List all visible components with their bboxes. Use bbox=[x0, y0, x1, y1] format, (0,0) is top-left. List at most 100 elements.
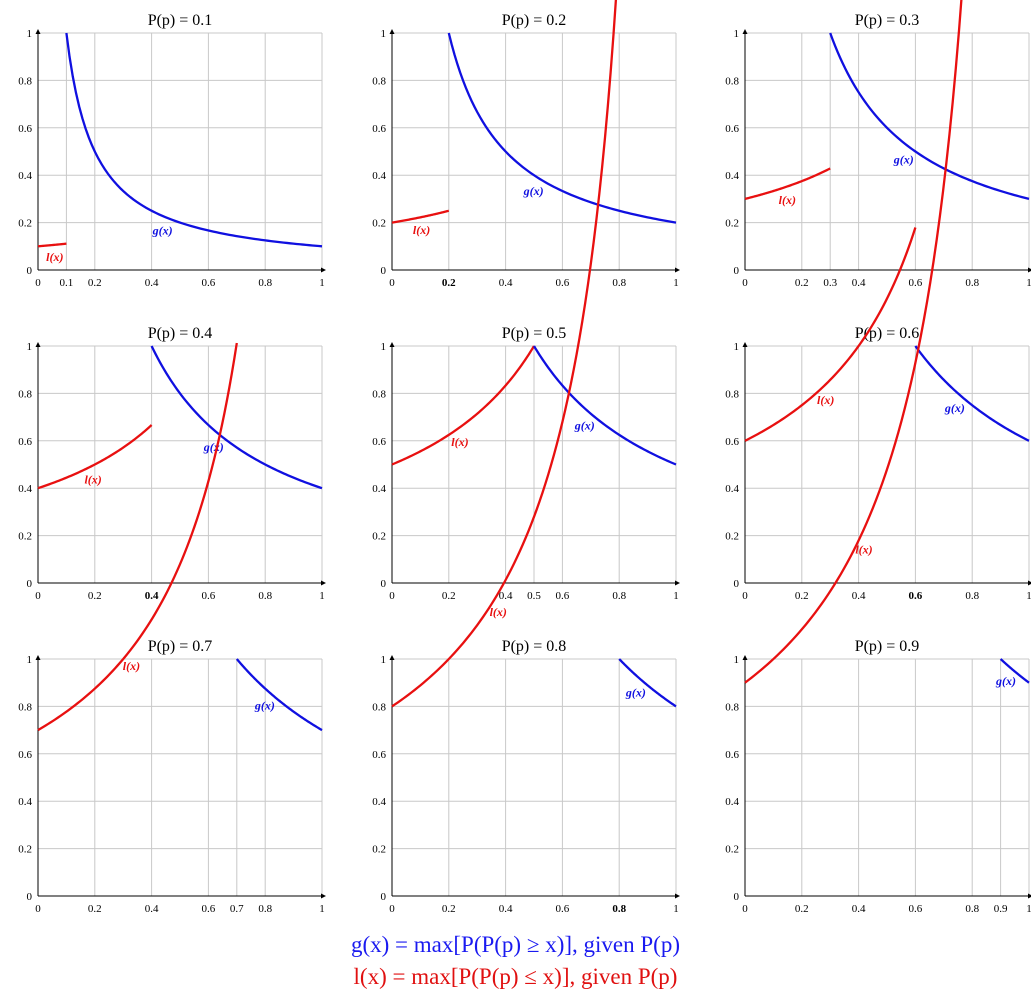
subplot-5: P(p) = 0.5 0 0.2 0.4 0.5 0.6 0.8 1 0 0.2 0.4 0.6 0.8… bbox=[372, 325, 680, 602]
y-axis-arrow bbox=[35, 342, 41, 347]
y-tick-label: 1 bbox=[734, 28, 740, 40]
x-tick-label: 0.6 bbox=[909, 590, 923, 602]
g-curve bbox=[235, 658, 323, 732]
subplot-4: P(p) = 0.4 0 0.2 0.4 0.6 0.8 1 0 0.2 0.4 0.6 0.8 1 l(… bbox=[18, 325, 326, 602]
x-axis-arrow bbox=[675, 580, 680, 586]
x-tick-label: 0.4 bbox=[499, 277, 513, 289]
y-tick-label: 1 bbox=[27, 28, 33, 40]
subplot-2: P(p) = 0.2 0 0.2 0.4 0.6 0.8 1 0 0.2 0.4 0.6 0.8 1 l(… bbox=[372, 12, 680, 289]
x-tick-label: 1 bbox=[319, 903, 325, 915]
y-tick-label: 0.6 bbox=[18, 123, 32, 135]
g-curve-label: g(x) bbox=[523, 184, 544, 198]
x-tick-label: 0.8 bbox=[965, 590, 979, 602]
caption-g: g(x) = max[P(P(p) ≥ x)], given P(p) bbox=[350, 932, 680, 957]
caption-l: l(x) = max[P(P(p) ≤ x)], given P(p) bbox=[353, 964, 678, 989]
x-tick-label: 0.2 bbox=[795, 903, 809, 915]
x-axis-arrow bbox=[321, 267, 326, 273]
g-curve bbox=[65, 32, 323, 248]
x-tick-label: 0.8 bbox=[612, 277, 626, 289]
y-tick-label: 1 bbox=[734, 341, 740, 353]
y-tick-label: 0.8 bbox=[372, 388, 386, 400]
y-tick-label: 1 bbox=[27, 341, 33, 353]
x-tick-label: 0.8 bbox=[612, 903, 626, 915]
g-curve-label: g(x) bbox=[152, 223, 173, 237]
y-tick-label: 1 bbox=[381, 341, 387, 353]
subplot-title: P(p) = 0.7 bbox=[148, 638, 213, 655]
x-tick-label: 1 bbox=[673, 590, 679, 602]
y-axis-arrow bbox=[742, 655, 748, 660]
x-tick-label: 0.1 bbox=[60, 277, 74, 289]
subplot-6: P(p) = 0.60 0.2 0.4 0.6 0.8 100.20.40.60.81l(… bbox=[725, 227, 1031, 602]
l-curve bbox=[744, 227, 917, 442]
l-curve bbox=[37, 342, 238, 732]
y-tick-label: 0.6 bbox=[372, 749, 386, 761]
g-curve bbox=[447, 32, 677, 224]
x-tick-label: 0.7 bbox=[230, 903, 244, 915]
y-tick-label: 0 bbox=[381, 578, 387, 590]
x-tick-label: 0.8 bbox=[612, 590, 626, 602]
y-tick-label: 0 bbox=[27, 891, 33, 903]
y-tick-label: 0.2 bbox=[372, 218, 386, 230]
y-axis-arrow bbox=[742, 342, 748, 347]
y-axis-arrow bbox=[742, 29, 748, 34]
x-tick-label: 0 bbox=[389, 277, 395, 289]
l-curve bbox=[744, 0, 963, 684]
g-curve bbox=[829, 32, 1030, 201]
y-tick-label: 0.8 bbox=[372, 701, 386, 713]
y-tick-label: 0 bbox=[381, 265, 387, 277]
y-tick-label: 0.8 bbox=[725, 75, 739, 87]
y-axis-arrow bbox=[35, 655, 41, 660]
x-tick-label: 0.8 bbox=[258, 903, 272, 915]
subplot-title: P(p) = 0.9 bbox=[855, 638, 920, 655]
x-tick-label: 0.6 bbox=[556, 590, 570, 602]
l-curve-label: l(x) bbox=[123, 659, 140, 673]
x-tick-label: 0.5 bbox=[527, 590, 541, 602]
x-tick-label: 1 bbox=[319, 277, 325, 289]
subplot-title: P(p) = 0.5 bbox=[502, 325, 567, 342]
subplot-7: P(p) = 0.7 0 0.2 0.4 0.6 0.7 0.8 1 0 0.2 0.4 0.6 0.8… bbox=[18, 342, 326, 915]
y-tick-label: 0.2 bbox=[372, 844, 386, 856]
x-tick-label: 0.6 bbox=[556, 903, 570, 915]
x-tick-label: 0 bbox=[35, 590, 41, 602]
y-tick-label: 0.2 bbox=[725, 218, 739, 230]
y-tick-label: 0.6 bbox=[372, 123, 386, 135]
x-tick-label: 0.2 bbox=[442, 903, 456, 915]
y-axis-arrow bbox=[35, 29, 41, 34]
y-axis-arrow bbox=[389, 342, 395, 347]
subplot-title: P(p) = 0.8 bbox=[502, 638, 567, 655]
y-axis-arrow bbox=[389, 29, 395, 34]
x-tick-label: 0.6 bbox=[909, 903, 923, 915]
x-axis-arrow bbox=[321, 893, 326, 899]
x-tick-label: 0.6 bbox=[909, 277, 923, 289]
g-curve-label: g(x) bbox=[574, 419, 595, 433]
subplot-title: P(p) = 0.2 bbox=[502, 12, 567, 29]
y-axis-arrow bbox=[389, 655, 395, 660]
l-curve-label: l(x) bbox=[413, 223, 430, 237]
y-tick-label: 0.2 bbox=[725, 531, 739, 543]
y-tick-label: 0.6 bbox=[725, 749, 739, 761]
x-tick-label: 1 bbox=[1026, 277, 1031, 289]
y-tick-label: 0.8 bbox=[725, 388, 739, 400]
y-tick-label: 0.8 bbox=[18, 388, 32, 400]
y-tick-label: 1 bbox=[734, 654, 740, 666]
y-tick-label: 0.6 bbox=[725, 123, 739, 135]
y-tick-label: 1 bbox=[381, 654, 387, 666]
y-tick-label: 0.2 bbox=[725, 844, 739, 856]
x-tick-label: 1 bbox=[1026, 590, 1031, 602]
y-tick-label: 0.6 bbox=[372, 436, 386, 448]
y-tick-label: 0.4 bbox=[372, 170, 386, 182]
x-tick-label: 0.2 bbox=[795, 590, 809, 602]
y-tick-label: 0 bbox=[381, 891, 387, 903]
x-tick-label: 0.2 bbox=[88, 903, 102, 915]
x-axis-arrow bbox=[675, 893, 680, 899]
y-tick-label: 1 bbox=[381, 28, 387, 40]
x-axis-arrow bbox=[1028, 580, 1031, 586]
l-curve bbox=[744, 167, 831, 201]
l-curve bbox=[391, 345, 535, 466]
l-curve-label: l(x) bbox=[451, 435, 468, 449]
g-curve bbox=[618, 658, 677, 708]
x-tick-label: 0.4 bbox=[145, 903, 159, 915]
x-tick-label: 0 bbox=[35, 903, 41, 915]
x-tick-label: 0.2 bbox=[442, 590, 456, 602]
x-tick-label: 0.2 bbox=[442, 277, 456, 289]
